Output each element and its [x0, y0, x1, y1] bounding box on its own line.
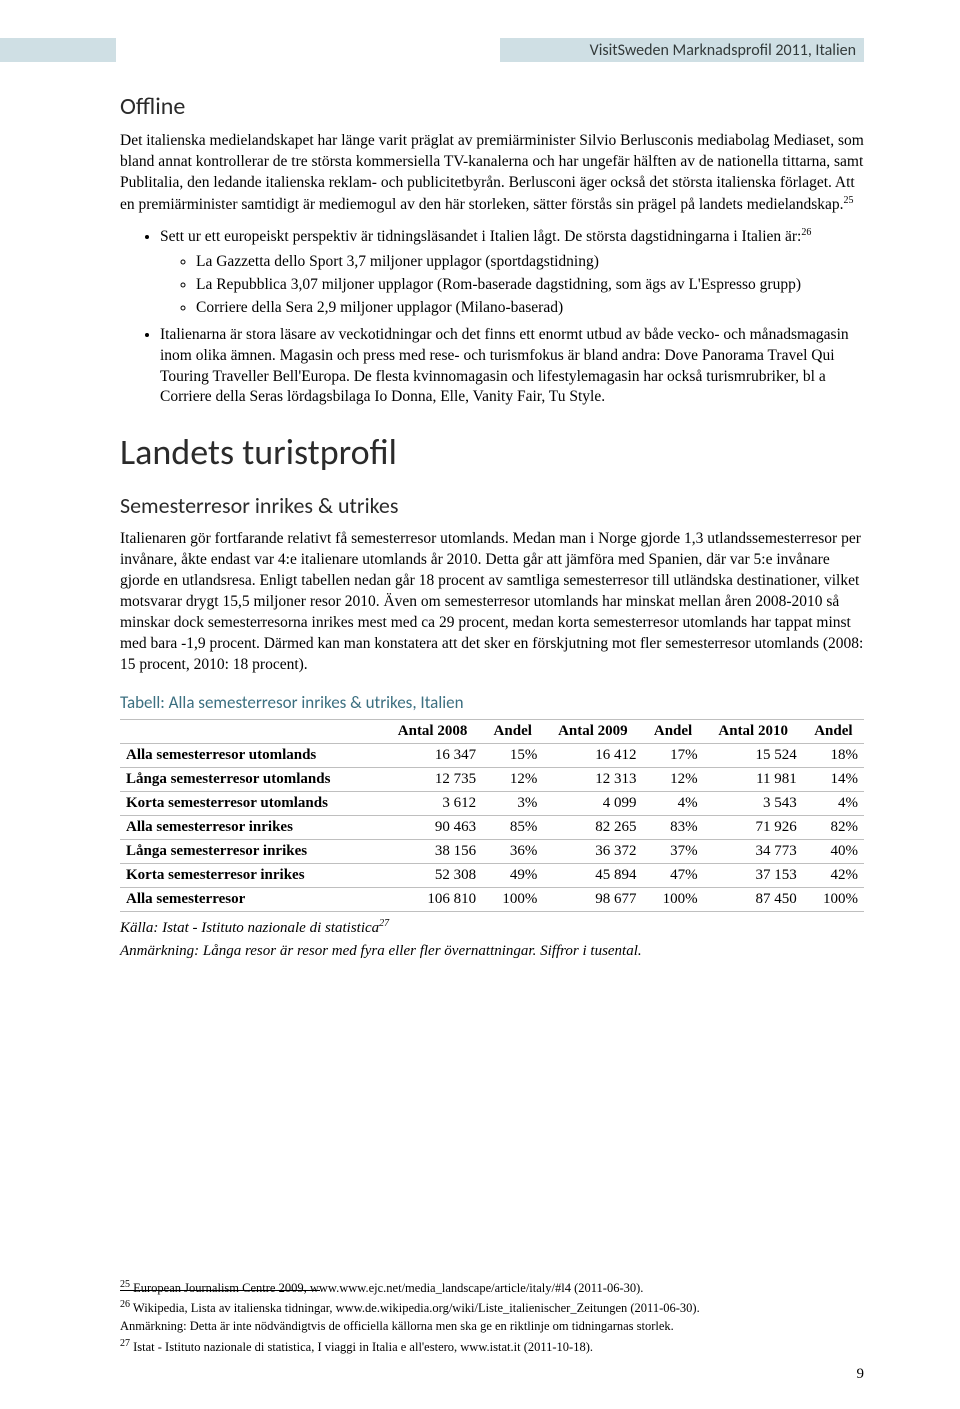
- table-cell: 90 463: [383, 815, 482, 839]
- bullet-1: Sett ur ett europeiskt perspektiv är tid…: [160, 226, 864, 319]
- table-cell: 12%: [642, 767, 703, 791]
- table-cell: 17%: [642, 743, 703, 767]
- table-cell: 87 450: [704, 887, 803, 911]
- table-cell: 12 313: [543, 767, 642, 791]
- table-cell: 16 412: [543, 743, 642, 767]
- footnote-27-text: Istat - Istituto nazionale di statistica…: [133, 1340, 593, 1354]
- table-cell: 36 372: [543, 839, 642, 863]
- footnote-26a: 26 Wikipedia, Lista av italienska tidnin…: [120, 1298, 864, 1316]
- table-cell: 3 543: [704, 791, 803, 815]
- table-cell: 100%: [803, 887, 864, 911]
- table-cell: 15%: [482, 743, 543, 767]
- table-cell: Alla semesterresor inrikes: [120, 815, 383, 839]
- table-row: Alla semesterresor utomlands16 34715%16 …: [120, 743, 864, 767]
- table-cell: 85%: [482, 815, 543, 839]
- table-header: Andel: [803, 719, 864, 743]
- table-header: Andel: [482, 719, 543, 743]
- table-row: Långa semesterresor inrikes38 15636%36 3…: [120, 839, 864, 863]
- page-number: 9: [857, 1366, 865, 1383]
- footnotes-block: 25 European Journalism Centre 2009, www.…: [120, 1278, 864, 1357]
- offline-para: Det italienska medielandskapet har länge…: [120, 131, 864, 216]
- table-cell: 12 735: [383, 767, 482, 791]
- table-cell: 83%: [642, 815, 703, 839]
- table-row: Långa semesterresor utomlands12 73512%12…: [120, 767, 864, 791]
- table-header: Andel: [642, 719, 703, 743]
- bullet-1-text: Sett ur ett europeiskt perspektiv är tid…: [160, 228, 801, 245]
- turistprofil-heading: Landets turistprofil: [120, 430, 864, 474]
- table-cell: 4%: [642, 791, 703, 815]
- footnote-27: 27 Istat - Istituto nazionale di statist…: [120, 1337, 864, 1355]
- footnote-25: 25 European Journalism Centre 2009, www.…: [120, 1278, 864, 1296]
- table-cell: 3 612: [383, 791, 482, 815]
- table-cell: 71 926: [704, 815, 803, 839]
- semesterresor-subheading: Semesterresor inrikes & utrikes: [120, 492, 864, 519]
- table-cell: Långa semesterresor utomlands: [120, 767, 383, 791]
- table-cell: Alla semesterresor utomlands: [120, 743, 383, 767]
- table-source-1-text: Källa: Istat - Istituto nazionale di sta…: [120, 920, 379, 936]
- header-left-band: [0, 38, 116, 62]
- turistprofil-para: Italienaren gör fortfarande relativt få …: [120, 529, 864, 675]
- table-cell: 3%: [482, 791, 543, 815]
- table-cell: 34 773: [704, 839, 803, 863]
- table-header: [120, 719, 383, 743]
- table-cell: 98 677: [543, 887, 642, 911]
- table-cell: 82%: [803, 815, 864, 839]
- table-cell: Korta semesterresor utomlands: [120, 791, 383, 815]
- table-cell: 14%: [803, 767, 864, 791]
- fn-ref-26: 26: [801, 227, 811, 238]
- table-cell: 36%: [482, 839, 543, 863]
- table-source-1: Källa: Istat - Istituto nazionale di sta…: [120, 918, 864, 937]
- table-cell: 100%: [642, 887, 703, 911]
- table-cell: 106 810: [383, 887, 482, 911]
- table-cell: 52 308: [383, 863, 482, 887]
- table-cell: 38 156: [383, 839, 482, 863]
- semesterresor-table: Antal 2008AndelAntal 2009AndelAntal 2010…: [120, 719, 864, 912]
- table-caption: Tabell: Alla semesterresor inrikes & utr…: [120, 692, 864, 713]
- table-cell: 37 153: [704, 863, 803, 887]
- table-cell: 16 347: [383, 743, 482, 767]
- table-cell: 47%: [642, 863, 703, 887]
- table-row: Alla semesterresor inrikes90 46385%82 26…: [120, 815, 864, 839]
- offline-para-text: Det italienska medielandskapet har länge…: [120, 132, 864, 213]
- table-header: Antal 2009: [543, 719, 642, 743]
- table-cell: 40%: [803, 839, 864, 863]
- table-cell: Långa semesterresor inrikes: [120, 839, 383, 863]
- table-row: Korta semesterresor inrikes52 30849%45 8…: [120, 863, 864, 887]
- bullet-2: Italienarna är stora läsare av veckotidn…: [160, 325, 864, 409]
- table-cell: 42%: [803, 863, 864, 887]
- table-cell: 12%: [482, 767, 543, 791]
- table-cell: 82 265: [543, 815, 642, 839]
- header-title: VisitSweden Marknadsprofil 2011, Italien: [500, 38, 864, 62]
- footnote-26b: Anmärkning: Detta är inte nödvändigtvis …: [120, 1318, 864, 1334]
- bullet-1-sublist: La Gazzetta dello Sport 3,7 miljoner upp…: [160, 252, 864, 319]
- table-cell: 4 099: [543, 791, 642, 815]
- offline-bullets: Sett ur ett europeiskt perspektiv är tid…: [120, 226, 864, 409]
- table-row: Korta semesterresor utomlands3 6123%4 09…: [120, 791, 864, 815]
- table-cell: 11 981: [704, 767, 803, 791]
- table-row: Alla semesterresor106 810100%98 677100%8…: [120, 887, 864, 911]
- footnote-26a-text: Wikipedia, Lista av italienska tidningar…: [133, 1301, 700, 1315]
- table-cell: Korta semesterresor inrikes: [120, 863, 383, 887]
- offline-heading: Offline: [120, 92, 864, 121]
- sub-b: La Repubblica 3,07 miljoner upplagor (Ro…: [196, 275, 864, 296]
- table-cell: 18%: [803, 743, 864, 767]
- table-cell: 100%: [482, 887, 543, 911]
- sub-a: La Gazzetta dello Sport 3,7 miljoner upp…: [196, 252, 864, 273]
- table-cell: 49%: [482, 863, 543, 887]
- table-cell: 4%: [803, 791, 864, 815]
- table-source-2: Anmärkning: Långa resor är resor med fyr…: [120, 943, 864, 960]
- fn-ref-27: 27: [379, 918, 389, 929]
- table-cell: 37%: [642, 839, 703, 863]
- fn-ref-25: 25: [844, 195, 854, 206]
- footnote-25-text: European Journalism Centre 2009, www.www…: [133, 1281, 643, 1295]
- table-cell: Alla semesterresor: [120, 887, 383, 911]
- table-cell: 45 894: [543, 863, 642, 887]
- table-header: Antal 2010: [704, 719, 803, 743]
- sub-c: Corriere della Sera 2,9 miljoner upplago…: [196, 298, 864, 319]
- table-header: Antal 2008: [383, 719, 482, 743]
- table-cell: 15 524: [704, 743, 803, 767]
